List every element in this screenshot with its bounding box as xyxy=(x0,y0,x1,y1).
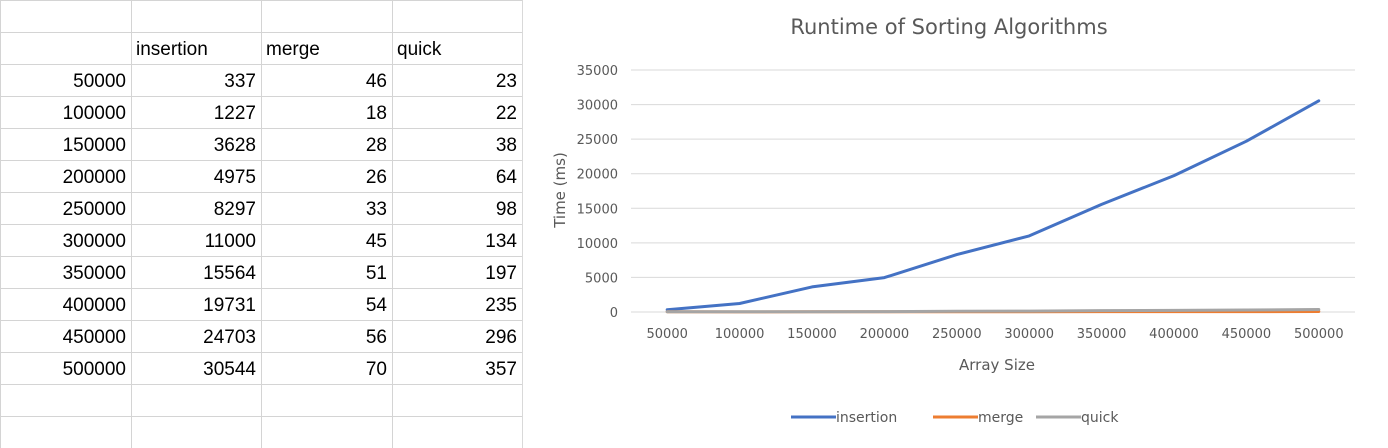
data-cell[interactable]: 400000 xyxy=(63,295,126,316)
data-cell[interactable]: 8297 xyxy=(214,199,256,220)
data-cell[interactable]: 300000 xyxy=(63,231,126,252)
data-cell[interactable]: 54 xyxy=(366,295,388,316)
data-cell[interactable]: 33 xyxy=(366,199,387,220)
x-axis-label: Array Size xyxy=(959,356,1035,374)
x-tick-label: 150000 xyxy=(787,327,837,342)
x-tick-label: 500000 xyxy=(1294,327,1344,342)
legend-label-merge[interactable]: merge xyxy=(978,410,1023,426)
header-cell[interactable]: merge xyxy=(266,39,320,60)
data-cell[interactable]: 150000 xyxy=(63,135,126,156)
chart-legend[interactable]: insertion merge quick xyxy=(791,410,1119,426)
data-cell[interactable]: 19731 xyxy=(203,295,256,316)
data-cell[interactable]: 500000 xyxy=(63,359,126,380)
data-cell[interactable]: 296 xyxy=(485,327,517,348)
y-tick-label: 25000 xyxy=(577,133,618,148)
data-cell[interactable]: 28 xyxy=(366,135,387,156)
y-tick-label: 20000 xyxy=(577,168,618,183)
data-cell[interactable]: 26 xyxy=(366,167,387,188)
legend-label-quick[interactable]: quick xyxy=(1081,410,1119,426)
data-cell[interactable]: 23 xyxy=(496,71,517,92)
data-cell[interactable]: 100000 xyxy=(63,103,126,124)
y-axis-label: Time (ms) xyxy=(551,152,569,229)
data-cell[interactable]: 56 xyxy=(366,327,387,348)
data-cell[interactable]: 51 xyxy=(366,263,387,284)
x-tick-label: 350000 xyxy=(1077,327,1127,342)
data-cell[interactable]: 38 xyxy=(496,135,517,156)
y-tick-label: 10000 xyxy=(577,237,618,252)
header-cell[interactable]: quick xyxy=(397,39,442,60)
y-tick-label: 15000 xyxy=(577,202,618,217)
y-tick-label: 0 xyxy=(610,306,618,321)
grid-lines xyxy=(0,0,523,448)
data-cell[interactable]: 134 xyxy=(485,231,517,252)
y-tick-label: 30000 xyxy=(577,99,618,114)
data-cell[interactable]: 200000 xyxy=(63,167,126,188)
line-chart[interactable]: Runtime of Sorting Algorithms 0 5000 10000… xyxy=(523,0,1388,448)
data-cell[interactable]: 3628 xyxy=(214,135,256,156)
data-cell[interactable]: 235 xyxy=(485,295,517,316)
cell-values[interactable]: insertion merge quick 50000 337 46 23 100000 122… xyxy=(63,39,518,380)
x-tick-label: 200000 xyxy=(860,327,910,342)
y-tick-label: 35000 xyxy=(577,64,618,79)
y-tick-label: 5000 xyxy=(585,271,618,286)
data-cell[interactable]: 98 xyxy=(496,199,517,220)
data-cell[interactable]: 46 xyxy=(366,71,387,92)
y-axis-ticks: 0 5000 10000 15000 20000 25000 30000 35000 xyxy=(577,64,618,321)
legend-label-insertion[interactable]: insertion xyxy=(836,410,897,426)
data-cell[interactable]: 45 xyxy=(366,231,387,252)
data-cell[interactable]: 64 xyxy=(496,167,518,188)
data-cell[interactable]: 18 xyxy=(366,103,387,124)
x-tick-label: 450000 xyxy=(1222,327,1272,342)
x-tick-label: 400000 xyxy=(1149,327,1199,342)
data-cell[interactable]: 337 xyxy=(224,71,256,92)
x-tick-label: 250000 xyxy=(932,327,982,342)
data-cell[interactable]: 357 xyxy=(485,359,517,380)
data-cell[interactable]: 350000 xyxy=(63,263,126,284)
data-cell[interactable]: 24703 xyxy=(203,327,256,348)
data-cell[interactable]: 30544 xyxy=(203,359,256,380)
data-cell[interactable]: 15564 xyxy=(203,263,256,284)
data-cell[interactable]: 197 xyxy=(485,263,517,284)
series-lines[interactable] xyxy=(665,99,1321,314)
chart-title: Runtime of Sorting Algorithms xyxy=(790,15,1107,39)
data-cell[interactable]: 11000 xyxy=(205,231,256,252)
x-tick-label: 50000 xyxy=(647,327,688,342)
series-line-quick[interactable] xyxy=(665,308,1321,314)
chart-gridlines xyxy=(631,69,1355,313)
x-tick-label: 300000 xyxy=(1004,327,1054,342)
chart-area[interactable]: Runtime of Sorting Algorithms 0 5000 10000… xyxy=(522,0,1388,448)
x-axis-ticks: 50000 100000 150000 200000 250000 300000 35000… xyxy=(647,327,1344,342)
data-cell[interactable]: 50000 xyxy=(73,71,126,92)
data-cell[interactable]: 450000 xyxy=(63,327,126,348)
data-cell[interactable]: 250000 xyxy=(63,199,126,220)
data-cell[interactable]: 22 xyxy=(496,103,517,124)
header-cell[interactable]: insertion xyxy=(136,39,208,60)
data-cell[interactable]: 70 xyxy=(366,359,387,380)
series-line-insertion[interactable] xyxy=(665,99,1321,312)
x-tick-label: 100000 xyxy=(715,327,765,342)
data-cell[interactable]: 4975 xyxy=(214,167,256,188)
data-cell[interactable]: 1227 xyxy=(214,103,256,124)
